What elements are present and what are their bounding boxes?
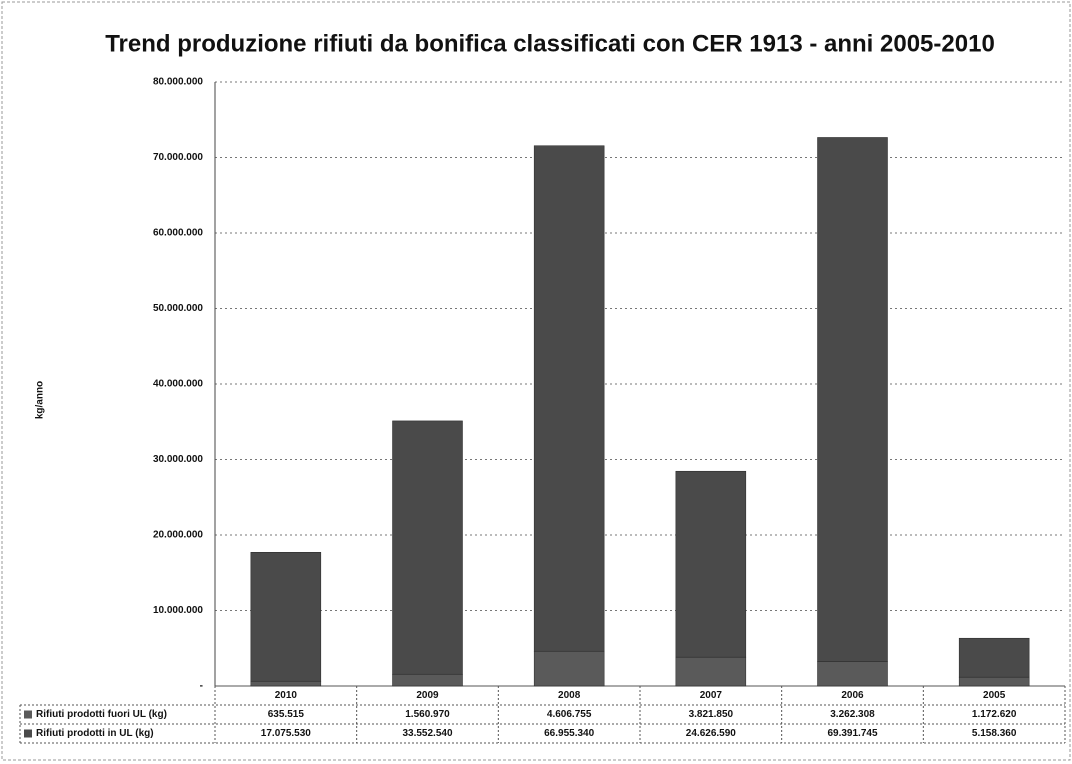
bar [958,676,1030,687]
data-label: 4.606.755 [547,709,592,720]
legend-swatch [24,729,32,738]
data-label: 17.075.530 [261,728,311,739]
bar [392,420,463,675]
y-tick-label: 70.000.000 [153,152,203,163]
x-tick-label: 2010 [275,690,298,701]
data-label: 24.626.590 [686,728,736,739]
bar [392,673,463,687]
y-axis-label: kg/anno [35,381,46,419]
bar [675,470,747,658]
bar [533,145,605,652]
data-label: 3.821.850 [689,709,734,720]
bar [817,661,888,687]
chart-title: Trend produzione rifiuti da bonifica cla… [105,30,995,57]
x-tick-label: 2008 [558,690,581,701]
y-tick-label: 10.000.000 [153,605,203,616]
data-label: 5.158.360 [972,728,1017,739]
data-label: 69.391.745 [827,728,877,739]
data-label: 66.955.340 [544,728,594,739]
x-tick-label: 2005 [983,690,1006,701]
bar [817,137,888,662]
data-label: 635.515 [268,709,305,720]
y-tick-label: 40.000.000 [153,379,203,390]
data-label: 33.552.540 [402,728,452,739]
bar [250,552,322,682]
legend-label: Rifiuti prodotti in UL (kg) [36,728,154,739]
data-label: 3.262.308 [830,709,875,720]
y-tick-label: 20.000.000 [153,530,203,541]
legend-label: Rifiuti prodotti fuori UL (kg) [36,709,167,720]
x-tick-label: 2007 [700,690,723,701]
data-label: 1.560.970 [405,709,450,720]
y-tick-label: 50.000.000 [153,303,203,314]
bar [533,650,605,687]
y-tick-label: 30.000.000 [153,454,203,465]
bar [958,637,1030,678]
y-tick-label: 60.000.000 [153,228,203,239]
y-tick-label: - [200,681,203,692]
y-tick-label: 80.000.000 [153,77,203,88]
bar [675,656,747,687]
bar [250,680,322,687]
x-tick-label: 2006 [841,690,864,701]
x-tick-label: 2009 [416,690,439,701]
legend-swatch [24,710,32,719]
data-label: 1.172.620 [972,709,1017,720]
